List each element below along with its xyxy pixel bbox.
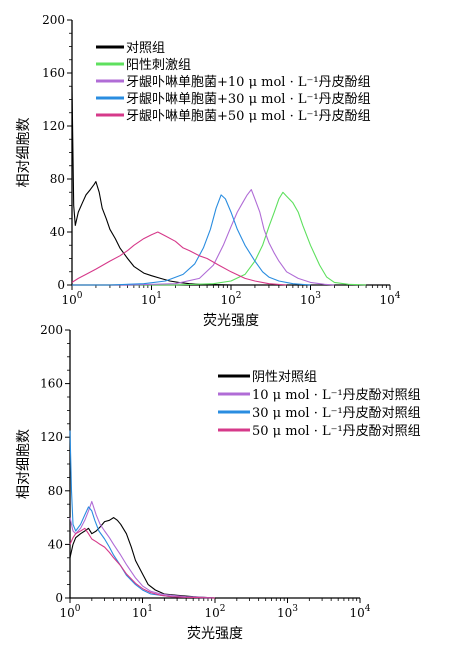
legend-label-2: 10 μ mol · L⁻¹丹皮酚对照组 [252, 388, 421, 403]
y-tick-label: 160 [40, 377, 63, 391]
x-tick-exponent: 1 [147, 604, 153, 614]
y-axis-label: 相对细胞数 [16, 118, 32, 188]
series-line-3 [72, 189, 335, 286]
y-axis-label: 相对细胞数 [16, 429, 32, 499]
x-tick-exponent: 4 [395, 291, 401, 301]
x-tick-base: 10 [300, 293, 315, 307]
x-tick-exponent: 2 [220, 604, 226, 614]
y-tick-label: 120 [42, 119, 65, 133]
series-line-2 [72, 191, 367, 286]
y-tick-label: 200 [42, 13, 65, 27]
x-tick-label: 104 [379, 291, 400, 307]
series-line-5 [71, 231, 287, 286]
x-tick-base: 10 [59, 606, 74, 620]
x-tick-base: 10 [220, 293, 235, 307]
x-tick-exponent: 0 [77, 291, 83, 301]
y-tick-label: 0 [57, 278, 65, 292]
x-tick-exponent: 4 [365, 604, 371, 614]
x-tick-label: 104 [349, 604, 370, 620]
legend-label-1: 阴性对照组 [252, 370, 317, 385]
legend-label-3: 30 μ mol · L⁻¹丹皮酚对照组 [252, 406, 421, 421]
x-axis-label: 荧光强度 [203, 312, 259, 329]
x-tick-exponent: 1 [156, 291, 162, 301]
x-tick-label: 100 [61, 291, 82, 307]
x-tick-base: 10 [349, 606, 364, 620]
legend-label-4: 牙龈卟啉单胞菌+30 μ mol · L⁻¹丹皮酚组 [126, 92, 371, 107]
y-tick-label: 80 [48, 484, 63, 498]
y-tick-label: 40 [48, 537, 63, 551]
legend-label-2: 阳性刺激组 [126, 58, 191, 73]
x-tick-label: 101 [141, 291, 162, 307]
x-tick-base: 10 [379, 293, 394, 307]
x-tick-label: 101 [132, 604, 153, 620]
x-tick-exponent: 3 [315, 291, 321, 301]
legend-label-3: 牙龈卟啉单胞菌+10 μ mol · L⁻¹丹皮酚组 [126, 75, 371, 90]
y-tick-label: 0 [55, 591, 63, 605]
series-line-4 [69, 527, 216, 599]
x-tick-exponent: 0 [75, 604, 81, 614]
y-tick-label: 160 [42, 66, 65, 80]
legend-label-1: 对照组 [126, 41, 165, 56]
x-tick-base: 10 [132, 606, 147, 620]
y-tick-label: 200 [40, 323, 63, 337]
x-tick-label: 100 [59, 604, 80, 620]
x-tick-base: 10 [204, 606, 219, 620]
x-tick-label: 102 [204, 604, 225, 620]
x-tick-base: 10 [277, 606, 292, 620]
series-line-1 [71, 86, 232, 286]
x-tick-exponent: 3 [292, 604, 298, 614]
x-axis-label: 荧光强度 [187, 625, 243, 642]
series-line-4 [72, 194, 311, 286]
series-line-1 [69, 517, 216, 599]
x-tick-base: 10 [141, 293, 156, 307]
y-tick-label: 80 [50, 172, 65, 186]
x-tick-base: 10 [61, 293, 76, 307]
legend-label-5: 牙龈卟啉单胞菌+50 μ mol · L⁻¹丹皮酚组 [126, 109, 371, 124]
x-tick-exponent: 2 [236, 291, 242, 301]
y-tick-label: 40 [50, 225, 65, 239]
y-tick-label: 120 [40, 430, 63, 444]
x-tick-label: 103 [277, 604, 298, 620]
x-tick-label: 102 [220, 291, 241, 307]
legend-label-4: 50 μ mol · L⁻¹丹皮酚对照组 [252, 424, 421, 439]
x-tick-label: 103 [300, 291, 321, 307]
series-line-2 [69, 500, 216, 599]
